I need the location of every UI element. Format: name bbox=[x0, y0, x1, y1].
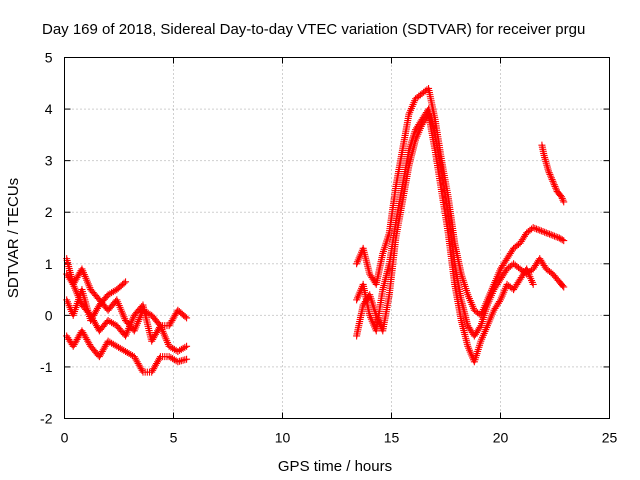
data-point bbox=[539, 228, 547, 236]
data-point bbox=[495, 298, 503, 306]
data-point bbox=[183, 355, 191, 363]
data-point bbox=[560, 198, 568, 206]
y-tick-label: 4 bbox=[45, 101, 53, 117]
data-point bbox=[551, 182, 559, 190]
data-point bbox=[550, 232, 558, 240]
data-point bbox=[559, 196, 567, 204]
data-point bbox=[550, 179, 558, 187]
grid bbox=[64, 57, 610, 419]
y-tick-label: -2 bbox=[40, 411, 53, 427]
x-tick-label: 5 bbox=[170, 430, 178, 446]
y-tick-labels: -2 -1 0 1 2 3 4 5 bbox=[40, 50, 53, 427]
x-tick-labels: 0 5 10 15 20 25 bbox=[61, 430, 618, 446]
data-point bbox=[138, 366, 146, 374]
data-point bbox=[549, 177, 557, 185]
data-point bbox=[120, 279, 128, 287]
data-point bbox=[546, 230, 554, 238]
data-point bbox=[558, 194, 566, 202]
data-point bbox=[181, 313, 189, 321]
x-axis-label: GPS time / hours bbox=[278, 458, 392, 475]
y-tick-label: 0 bbox=[45, 307, 53, 323]
data-point bbox=[560, 283, 568, 291]
data-point bbox=[544, 229, 552, 237]
data-point bbox=[554, 233, 562, 241]
x-tick-label: 20 bbox=[493, 430, 509, 446]
data-point bbox=[547, 172, 555, 180]
y-tick-label: 2 bbox=[45, 204, 53, 220]
data-point bbox=[181, 343, 189, 351]
data-point bbox=[557, 235, 565, 243]
data-point bbox=[542, 229, 550, 237]
data-point bbox=[537, 227, 545, 235]
data-point bbox=[552, 233, 560, 241]
y-axis-label: SDTVAR / TECUs bbox=[5, 178, 22, 298]
data-point bbox=[544, 167, 552, 175]
data-point bbox=[155, 354, 163, 362]
data-point bbox=[534, 226, 542, 234]
x-tick-label: 25 bbox=[602, 430, 618, 446]
data-point bbox=[532, 225, 540, 233]
data-point bbox=[183, 342, 191, 350]
data-point bbox=[541, 228, 549, 236]
data-point bbox=[548, 176, 556, 184]
data-point bbox=[531, 224, 539, 232]
x-tick-label: 0 bbox=[61, 430, 69, 446]
data-point bbox=[552, 184, 560, 192]
data-points bbox=[63, 84, 568, 376]
data-point bbox=[476, 323, 484, 331]
x-tick-label: 10 bbox=[275, 430, 291, 446]
data-point bbox=[545, 169, 553, 177]
data-point bbox=[536, 226, 544, 234]
data-point bbox=[558, 236, 566, 244]
data-point bbox=[68, 279, 76, 287]
data-point bbox=[529, 280, 537, 288]
y-tick-label: 5 bbox=[45, 50, 53, 66]
data-point bbox=[555, 234, 563, 242]
data-point bbox=[183, 314, 191, 322]
data-point bbox=[529, 224, 537, 232]
data-point bbox=[547, 174, 555, 182]
data-point bbox=[122, 278, 130, 286]
data-point bbox=[560, 237, 568, 245]
plot-frame bbox=[64, 57, 610, 419]
y-tick-label: -1 bbox=[40, 359, 53, 375]
x-tick-label: 15 bbox=[384, 430, 400, 446]
y-tick-label: 1 bbox=[45, 256, 53, 272]
data-point bbox=[549, 231, 557, 239]
axis-ticks bbox=[64, 57, 610, 419]
chart-title: Day 169 of 2018, Sidereal Day-to-day VTE… bbox=[42, 21, 585, 38]
data-point bbox=[546, 170, 554, 178]
data-point bbox=[547, 231, 555, 239]
data-point bbox=[550, 181, 558, 189]
data-point bbox=[558, 193, 566, 201]
data-point bbox=[559, 282, 567, 290]
y-tick-label: 3 bbox=[45, 153, 53, 169]
